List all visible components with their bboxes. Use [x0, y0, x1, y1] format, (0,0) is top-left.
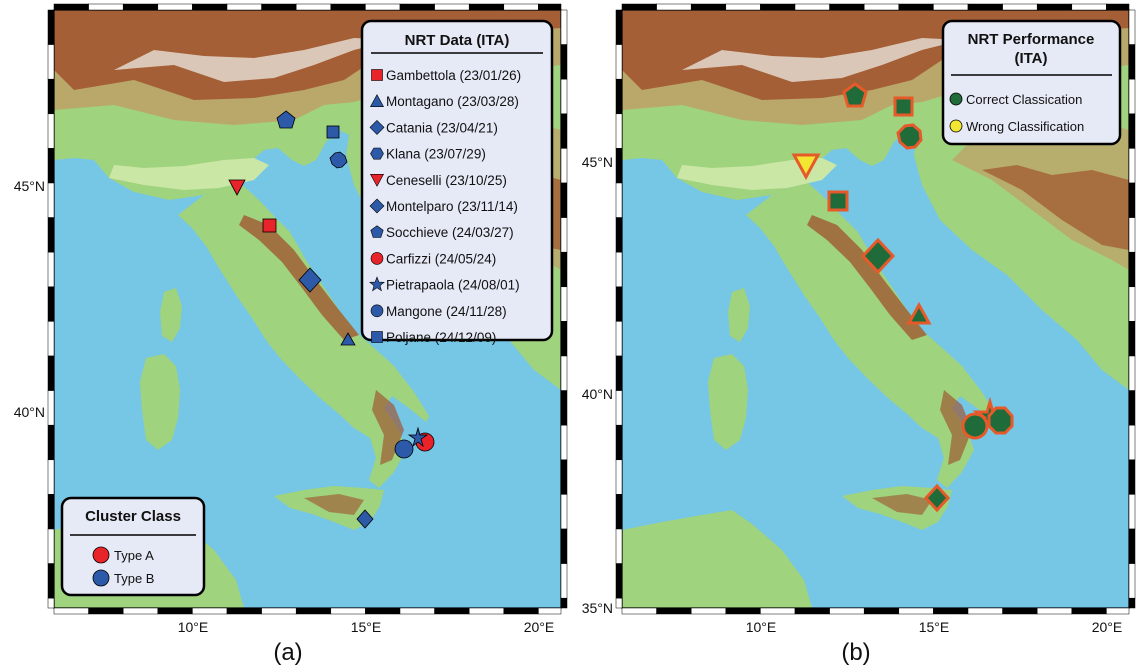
square-icon: [371, 69, 383, 81]
cluster-legend-title: Cluster Class: [85, 508, 181, 525]
caption-a: (a): [273, 639, 302, 666]
inverted-triangle-icon: [369, 174, 385, 187]
marker-b-montagano: [906, 301, 932, 325]
type-a-label: Type A: [114, 548, 154, 563]
panel-b: 10°E 15°E 20°E 45°N 40°N 35°N NRT Performance…: [582, 3, 1136, 666]
y-tick-label: 45°N: [582, 154, 613, 170]
pentagon-icon: [370, 225, 384, 238]
circle-icon: [370, 304, 384, 318]
legend-b-title-2: (ITA): [1014, 50, 1047, 67]
legend-item-label: Gambettola (23/01/26): [386, 68, 521, 83]
hexagon-icon: [370, 147, 384, 160]
correct-icon: [949, 92, 963, 106]
marker-b-mangone: [961, 412, 989, 440]
star-icon: [369, 276, 385, 292]
marker-b-catania: [923, 483, 951, 513]
x-tick-label: 10°E: [746, 619, 777, 635]
axis-ticks-a: 10°E 15°E 20°E 45°N 40°N: [14, 178, 555, 635]
marker-poljane: [326, 125, 340, 139]
legend-title: NRT Data (ITA): [405, 32, 510, 49]
legend-cluster-class: Cluster Class Type A Type B: [60, 496, 206, 597]
legend-item: Pietrapaola (24/08/01): [369, 276, 520, 293]
markers-b: [791, 82, 1014, 513]
legend-item: Ceneselli (23/10/25): [369, 173, 507, 188]
wrong-icon: [949, 119, 963, 133]
marker-socchieve: [276, 110, 296, 129]
diamond-icon: [369, 198, 385, 214]
triangle-icon: [369, 94, 385, 107]
legend-item-label: Carfizzi (24/05/24): [386, 251, 496, 266]
legend-item: Montelparo (23/11/14): [369, 198, 518, 214]
legend-item-label: Montagano (23/03/28): [386, 94, 519, 109]
legend-item-label: Mangone (24/11/28): [386, 304, 507, 319]
marker-montelparo: [298, 267, 322, 293]
x-tick-label: 15°E: [351, 619, 382, 635]
type-b-icon: [92, 569, 110, 587]
legend-item: Poljane (24/12/09): [371, 330, 496, 345]
legend-item: Klana (23/07/29): [370, 147, 486, 162]
legend-item: Socchieve (24/03/27): [370, 225, 514, 240]
legend-item-label: Pietrapaola (24/08/01): [386, 278, 520, 293]
marker-pietrapaola: [407, 426, 429, 448]
legend-item: Montagano (23/03/28): [369, 94, 519, 109]
legend-item: Catania (23/04/21): [369, 119, 498, 135]
square-icon: [371, 331, 383, 343]
legend-item: Carfizzi (24/05/24): [370, 251, 496, 266]
x-tick-label: 15°E: [919, 619, 950, 635]
frame-border-b: [615, 3, 1136, 615]
y-tick-label: 40°N: [14, 404, 45, 420]
diamond-icon: [369, 119, 385, 135]
axis-ticks-b: 10°E 15°E 20°E 45°N 40°N 35°N: [582, 154, 1123, 635]
marker-b-gambettola: [827, 190, 849, 212]
legend-item-label: Poljane (24/12/09): [386, 330, 496, 345]
marker-b-poljane: [893, 96, 914, 117]
legend-item-label: Montelparo (23/11/14): [386, 199, 518, 214]
x-tick-label: 20°E: [1092, 619, 1123, 635]
wrong-label: Wrong Classification: [966, 119, 1084, 134]
marker-b-klana: [896, 123, 923, 150]
marker-ceneselli: [228, 179, 246, 196]
correct-label: Correct Classication: [966, 92, 1082, 107]
y-tick-label: 45°N: [14, 178, 45, 194]
legend-nrt-performance: NRT Performance (ITA) Correct Classicati…: [941, 19, 1122, 146]
caption-b: (b): [841, 639, 870, 666]
frame-border-a: [47, 3, 568, 615]
marker-gambettola: [262, 218, 277, 233]
markers-a: [228, 110, 435, 529]
marker-mangone: [394, 439, 414, 459]
marker-b-socchieve: [842, 82, 868, 108]
marker-b-ceneselli: [791, 153, 821, 181]
legend-item-label: Socchieve (24/03/27): [386, 225, 514, 240]
type-b-label: Type B: [114, 571, 154, 586]
marker-b-carfizzi: [987, 406, 1014, 435]
circle-icon: [370, 252, 384, 265]
type-a-icon: [92, 546, 110, 564]
legend-nrt-data: NRT Data (ITA) Gambettola (23/01/26) Mont…: [360, 19, 554, 345]
legend-item-label: Catania (23/04/21): [386, 120, 498, 135]
marker-montagano: [340, 332, 356, 346]
legend-b-title-1: NRT Performance: [968, 31, 1095, 48]
marker-klana: [329, 151, 348, 169]
legend-item-label: Ceneselli (23/10/25): [386, 173, 507, 188]
panel-a: 10°E 15°E 20°E 45°N 40°N NRT Data (ITA) Gamb…: [14, 3, 568, 666]
x-tick-label: 20°E: [524, 619, 555, 635]
y-tick-label: 40°N: [582, 386, 613, 402]
x-tick-label: 10°E: [178, 619, 209, 635]
y-tick-label: 35°N: [582, 600, 613, 616]
marker-catania: [356, 509, 374, 529]
marker-b-montelparo: [860, 237, 896, 275]
legend-item: Gambettola (23/01/26): [371, 68, 521, 83]
legend-item-label: Klana (23/07/29): [386, 147, 486, 162]
legend-item: Mangone (24/11/28): [370, 304, 507, 319]
